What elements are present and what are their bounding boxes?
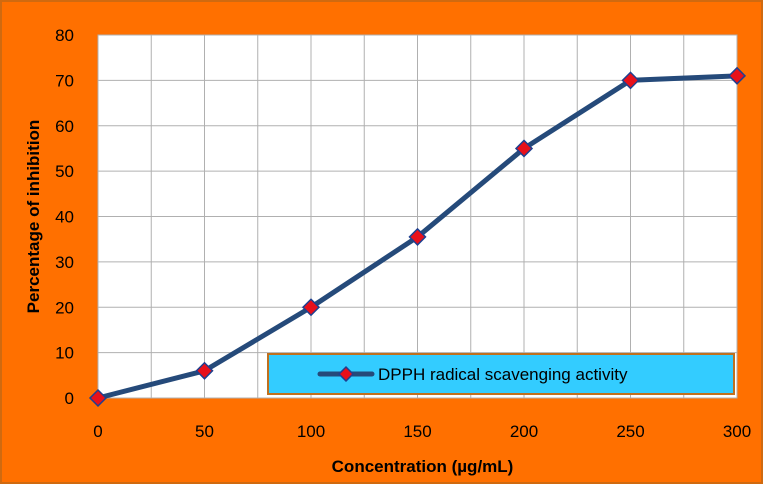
legend-marker-diamond-icon bbox=[337, 365, 355, 383]
data-point-marker bbox=[621, 71, 640, 90]
x-tick-label: 200 bbox=[510, 422, 538, 441]
data-point-marker bbox=[514, 139, 534, 158]
x-tick-label: 50 bbox=[195, 422, 214, 441]
x-axis-ticks: 0 50 100 150 200 250 300 bbox=[93, 422, 751, 441]
y-tick-label: 0 bbox=[65, 389, 74, 408]
x-tick-label: 250 bbox=[616, 422, 644, 441]
legend: DPPH radical scavenging activity bbox=[267, 353, 735, 395]
y-tick-label: 40 bbox=[55, 208, 74, 227]
x-tick-label: 0 bbox=[93, 422, 102, 441]
data-point-marker bbox=[88, 388, 108, 408]
x-tick-label: 300 bbox=[723, 422, 751, 441]
y-tick-label: 10 bbox=[55, 344, 74, 363]
legend-label: DPPH radical scavenging activity bbox=[378, 365, 628, 384]
y-axis-title: Percentage of inhibition bbox=[24, 120, 43, 314]
legend-box bbox=[267, 353, 735, 395]
x-tick-label: 150 bbox=[403, 422, 431, 441]
y-tick-label: 20 bbox=[55, 298, 74, 317]
y-tick-label: 60 bbox=[55, 117, 74, 136]
x-tick-label: 100 bbox=[297, 422, 325, 441]
data-point-marker bbox=[727, 66, 747, 85]
y-tick-label: 80 bbox=[55, 26, 74, 45]
y-tick-label: 30 bbox=[55, 253, 74, 272]
data-point-marker bbox=[195, 361, 214, 380]
data-point-marker bbox=[408, 227, 427, 246]
data-point-marker bbox=[301, 298, 321, 317]
series-dpph bbox=[88, 66, 747, 408]
y-tick-label: 70 bbox=[55, 71, 74, 90]
y-tick-label: 50 bbox=[55, 162, 74, 181]
x-axis-title: Concentration (µg/mL) bbox=[332, 457, 514, 476]
y-axis-ticks: 0 10 20 30 40 50 60 70 80 bbox=[55, 26, 74, 408]
